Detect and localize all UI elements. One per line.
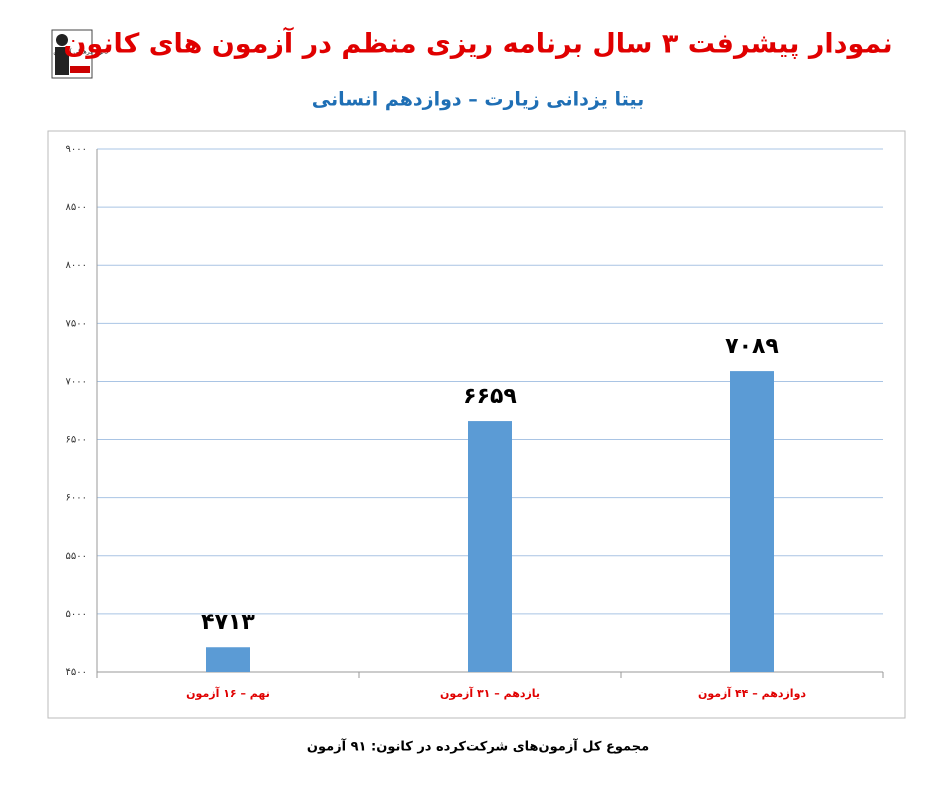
- bar: [206, 647, 250, 672]
- logo-body: [55, 47, 69, 75]
- x-tick-label: دوازدهم – ۴۴ آزمون: [698, 686, 806, 700]
- chart-subtitle: بیتا یزدانی زیارت – دوازدهم انسانی: [312, 89, 644, 111]
- chart-title: نمودار پیشرفت ۳ سال برنامه ریزی منظم در …: [63, 27, 892, 60]
- logo-head: [56, 34, 68, 46]
- y-tick-label: ۵۰۰۰: [66, 609, 87, 620]
- bar: [730, 371, 774, 672]
- chart-frame: [47, 130, 906, 719]
- y-tick-label: ۸۵۰۰: [66, 202, 87, 213]
- y-tick-label: ۶۵۰۰: [66, 435, 87, 446]
- y-tick-label: ۷۰۰۰: [66, 376, 87, 387]
- x-tick-label: نهم – ۱۶ آزمون: [186, 686, 270, 700]
- y-tick-label: ۷۵۰۰: [66, 318, 87, 329]
- y-tick-label: ۹۰۰۰: [66, 144, 87, 155]
- footnote: مجموع کل آزمون‌های شرکت‌کرده در کانون: ۹…: [307, 738, 649, 755]
- logo-text: کانون فرهنگی آموزش: [53, 47, 108, 56]
- value-label: ۶۶۵۹: [463, 384, 517, 409]
- y-tick-label: ۸۰۰۰: [66, 260, 87, 271]
- value-label: ۴۷۱۳: [201, 610, 255, 635]
- bar: [468, 421, 512, 672]
- y-tick-label: ۵۵۰۰: [66, 551, 87, 562]
- logo: [51, 29, 93, 79]
- value-label: ۷۰۸۹: [725, 334, 779, 359]
- y-tick-label: ۴۵۰۰: [66, 667, 87, 678]
- y-tick-label: ۶۰۰۰: [66, 493, 87, 504]
- x-tick-label: یازدهم – ۳۱ آزمون: [440, 686, 540, 700]
- logo-badge: [70, 66, 90, 73]
